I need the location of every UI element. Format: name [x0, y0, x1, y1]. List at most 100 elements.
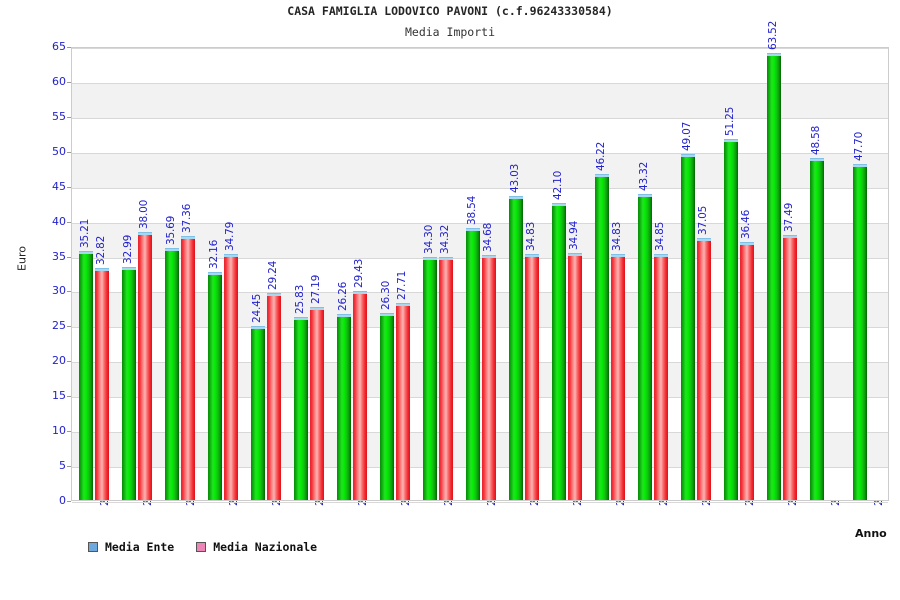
bar-value-label: 49.07: [681, 122, 694, 152]
bar-value-label: 46.22: [595, 142, 608, 172]
bar-group: 26.30 27.71: [373, 48, 416, 500]
bar-value-label: 63.52: [767, 21, 780, 51]
y-axis-tick-mark: [67, 431, 71, 433]
bar[interactable]: 38.00: [137, 200, 152, 500]
bar-value-label: 24.45: [250, 294, 263, 324]
bar-cap: [740, 242, 755, 246]
bar-group: 35.21 32.82: [72, 48, 115, 500]
bar-cap: [767, 53, 782, 57]
bar[interactable]: 25.83: [293, 285, 308, 500]
bar[interactable]: 37.05: [697, 206, 712, 500]
bar[interactable]: 34.32: [438, 225, 453, 500]
bar-cap: [525, 253, 540, 257]
bar[interactable]: 34.83: [525, 222, 540, 500]
bar-cap: [481, 254, 496, 258]
y-axis-tick-label: 60: [52, 74, 66, 88]
y-axis-tick-label: 40: [52, 214, 66, 228]
bar[interactable]: 43.32: [638, 162, 653, 500]
bar-cap: [638, 194, 653, 198]
bar-cap: [438, 257, 453, 261]
bar[interactable]: 36.46: [740, 210, 755, 500]
bar[interactable]: 32.82: [94, 236, 109, 500]
bar[interactable]: 38.54: [465, 196, 480, 500]
gridline: [72, 48, 888, 49]
bar[interactable]: 24.45: [250, 294, 265, 500]
bar-cap: [336, 313, 351, 317]
bar-group: 32.16 34.79: [201, 48, 244, 500]
bar-cap: [509, 196, 524, 200]
bar-cap: [395, 303, 410, 307]
bar[interactable]: 29.43: [352, 259, 367, 500]
bar[interactable]: 26.26: [336, 282, 351, 500]
bar-group: 34.30 34.32: [416, 48, 459, 500]
gridline: [72, 397, 888, 399]
bar[interactable]: 51.25: [724, 107, 739, 500]
bar-value-label: 38.00: [137, 199, 150, 229]
gridline: [72, 222, 888, 224]
y-axis-tick-mark: [67, 151, 71, 153]
y-axis-tick-mark: [67, 396, 71, 398]
bar[interactable]: 34.83: [611, 222, 626, 500]
y-axis-tick-mark: [67, 221, 71, 223]
bar-cap: [121, 266, 136, 270]
bar[interactable]: 35.69: [164, 216, 179, 500]
bar[interactable]: 26.30: [379, 281, 394, 500]
bar[interactable]: 43.03: [509, 164, 524, 500]
bar-value-label: 43.03: [509, 164, 522, 194]
bar[interactable]: 34.79: [223, 222, 238, 500]
y-axis-tick-label: 30: [52, 284, 66, 298]
bar[interactable]: 27.19: [309, 275, 324, 500]
y-axis-tick-label: 20: [52, 354, 66, 368]
y-axis-tick-mark: [67, 47, 71, 48]
bar-value-label: 34.94: [568, 220, 581, 250]
y-axis-tick-mark: [67, 501, 71, 502]
bar-cap: [250, 326, 265, 330]
bar[interactable]: 63.52: [767, 21, 782, 500]
bar[interactable]: 27.71: [395, 271, 410, 500]
y-axis-tick-label: 35: [52, 249, 66, 263]
bar-group: 48.58: [804, 48, 847, 500]
bar[interactable]: 29.24: [266, 261, 281, 500]
bar-cap: [783, 235, 798, 239]
chart-subtitle: Media Importi: [404, 25, 495, 39]
gridline: [72, 327, 888, 329]
bar-cap: [352, 291, 367, 295]
bar[interactable]: 37.49: [783, 203, 798, 500]
y-axis-tick-mark: [67, 466, 71, 468]
bar-value-label: 34.68: [481, 222, 494, 252]
bar-group: 47.70: [847, 48, 890, 500]
bar[interactable]: 34.85: [654, 222, 669, 500]
y-axis-tick-mark: [67, 291, 71, 293]
bar[interactable]: 49.07: [681, 122, 696, 500]
bar[interactable]: 35.21: [78, 219, 93, 500]
gridline: [72, 467, 888, 469]
legend-label: Media Ente: [105, 540, 175, 554]
bar-cap: [379, 313, 394, 317]
bar-value-label: 47.70: [853, 131, 866, 161]
bar-value-label: 32.99: [121, 234, 134, 264]
y-axis-tick-label: 5: [59, 459, 66, 473]
gridline: [72, 187, 888, 189]
legend-item[interactable]: Media Ente: [88, 540, 174, 554]
bar[interactable]: 34.94: [568, 221, 583, 500]
legend-item[interactable]: Media Nazionale: [196, 540, 317, 554]
bar-value-label: 48.58: [810, 125, 823, 155]
bar[interactable]: 32.99: [121, 235, 136, 500]
y-axis-tick-label: 0: [59, 494, 66, 507]
bar-value-label: 51.25: [724, 106, 737, 137]
bar[interactable]: 37.36: [180, 204, 195, 500]
bar[interactable]: 34.68: [481, 223, 496, 500]
bar-cap: [94, 267, 109, 271]
bar[interactable]: 48.58: [810, 126, 825, 500]
bar-value-label: 42.10: [552, 170, 565, 200]
bar-group: 49.07 37.05: [675, 48, 718, 500]
bar-group: 43.03 34.83: [503, 48, 546, 500]
y-axis-tick-mark: [67, 116, 71, 118]
x-axis-label: Anno: [855, 527, 887, 540]
bar[interactable]: 34.30: [422, 225, 437, 500]
bar[interactable]: 32.16: [207, 240, 222, 500]
bar[interactable]: 42.10: [552, 171, 567, 500]
bar[interactable]: 47.70: [853, 132, 868, 500]
bar-group: 38.54 34.68: [459, 48, 502, 500]
bar[interactable]: 46.22: [595, 142, 610, 500]
